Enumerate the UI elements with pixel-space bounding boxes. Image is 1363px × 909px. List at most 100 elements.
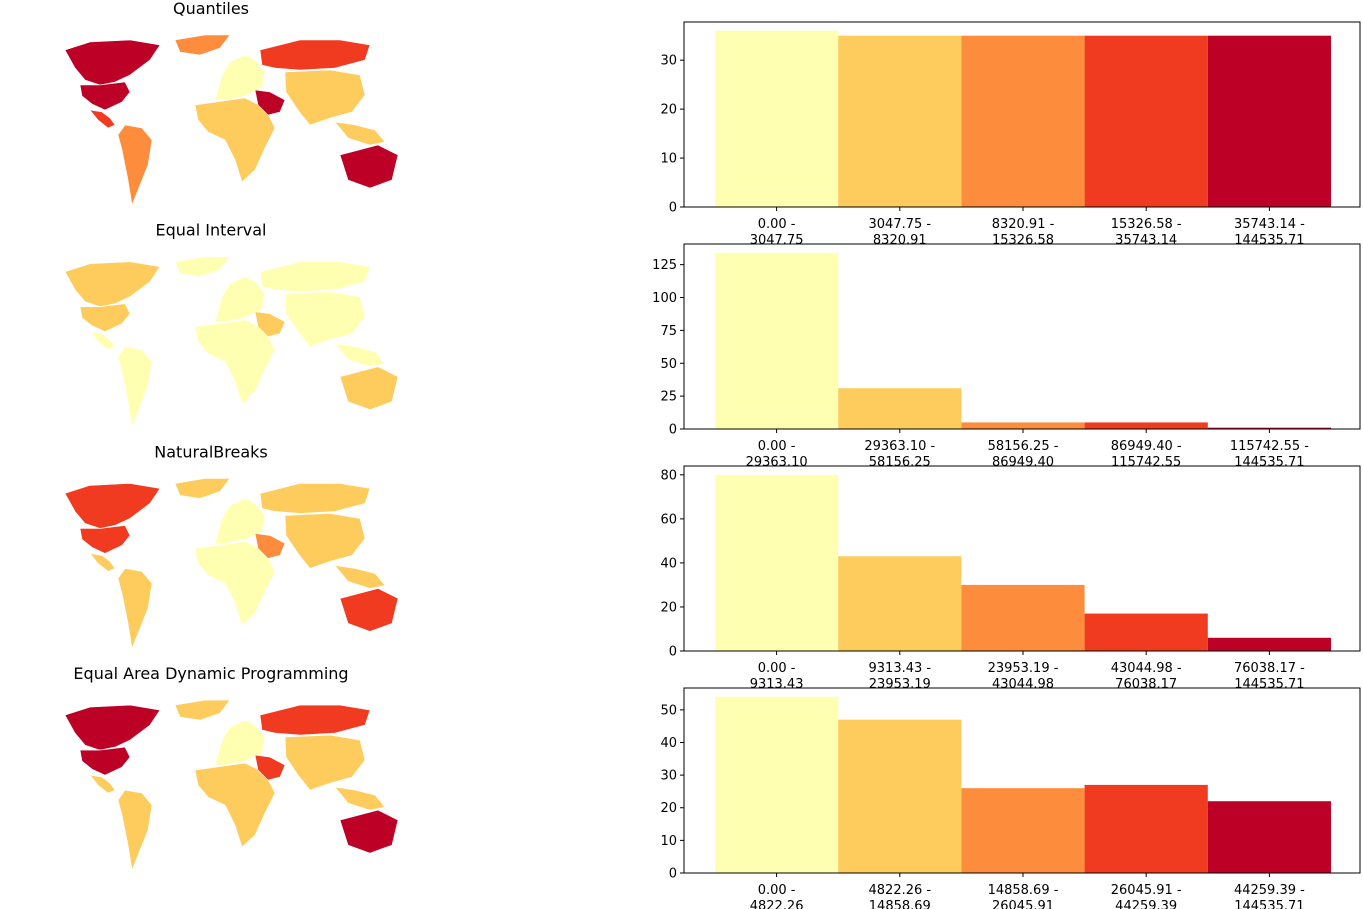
map-region xyxy=(194,541,276,626)
x-tick-label: 15326.58 -35743.14 xyxy=(1111,217,1182,248)
y-tick-label: 20 xyxy=(660,600,677,615)
bar xyxy=(838,719,962,873)
y-tick-label: 10 xyxy=(660,152,677,167)
x-tick-label: 58156.25 -86949.40 xyxy=(988,439,1059,470)
x-tick-label: 0.00 -3047.75 xyxy=(750,217,804,248)
bar xyxy=(961,35,1085,207)
x-tick-label: 9313.43 -23953.19 xyxy=(869,661,932,692)
panel-1: Quantiles 0 10 20 30 0.00 -3047.75 3047.75 -83… xyxy=(64,0,1361,248)
x-tick-label: 76038.17 -144535.71 xyxy=(1234,661,1305,692)
y-tick-label: 60 xyxy=(660,512,677,527)
map-region xyxy=(194,319,276,405)
x-tick-label: 44259.39 -144535.71 xyxy=(1234,883,1305,909)
map-title: Equal Interval xyxy=(155,221,266,240)
map-region xyxy=(64,39,161,86)
y-tick-label: 40 xyxy=(660,556,677,571)
axes-frame xyxy=(683,21,1361,208)
y-tick-label: 75 xyxy=(660,324,677,339)
choropleth-map xyxy=(64,34,399,207)
map-region xyxy=(214,498,266,544)
y-tick-label: 0 xyxy=(669,867,677,882)
map-region xyxy=(89,331,116,351)
y-tick-label: 0 xyxy=(669,645,677,660)
map-region xyxy=(334,121,386,146)
map-region xyxy=(339,809,399,854)
map-region xyxy=(64,704,161,751)
x-tick-label: 43044.98 -76038.17 xyxy=(1111,661,1182,692)
map-title: NaturalBreaks xyxy=(154,442,267,461)
map-region xyxy=(334,786,386,811)
x-tick-label: 4822.26 -14858.69 xyxy=(869,883,932,909)
map-region xyxy=(284,291,366,348)
x-tick-label: 115742.55 -144535.71 xyxy=(1230,439,1309,470)
bar xyxy=(1084,422,1208,429)
x-tick-label: 0.00 -29363.10 xyxy=(746,439,808,470)
bar xyxy=(715,252,839,429)
map-region xyxy=(194,762,276,848)
x-tick-label: 29363.10 -58156.25 xyxy=(864,439,935,470)
map-region xyxy=(89,774,116,794)
map-region xyxy=(79,303,131,333)
map-region xyxy=(214,54,266,101)
y-tick-label: 125 xyxy=(652,258,677,273)
axes-frame xyxy=(683,465,1361,652)
map-region xyxy=(89,552,116,572)
bar xyxy=(961,584,1085,651)
x-tick-label: 0.00 -4822.26 xyxy=(750,883,804,909)
map-region xyxy=(259,483,371,514)
map-region xyxy=(64,483,161,529)
map-region xyxy=(89,109,116,129)
y-tick-label: 40 xyxy=(660,736,677,751)
bar xyxy=(1084,613,1208,651)
map-title: Quantiles xyxy=(173,0,249,18)
map-region xyxy=(339,144,399,189)
x-tick-label: 0.00 -9313.43 xyxy=(750,661,804,692)
bar xyxy=(1207,35,1331,207)
map-region xyxy=(64,261,161,308)
map-region xyxy=(79,746,131,776)
map-region xyxy=(254,754,286,781)
map-region xyxy=(259,39,371,71)
bar xyxy=(838,556,962,651)
y-tick-label: 10 xyxy=(660,834,677,849)
map-region xyxy=(334,564,386,589)
map-region xyxy=(174,699,231,721)
x-tick-label: 23953.19 -43044.98 xyxy=(988,661,1059,692)
map-region xyxy=(79,525,131,554)
map-region xyxy=(117,124,153,207)
panel-4: Equal Area Dynamic Programming 0 10 20 30 40 5… xyxy=(64,664,1361,909)
map-region xyxy=(117,789,153,872)
bar xyxy=(1207,801,1331,873)
map-region xyxy=(117,568,153,650)
map-region xyxy=(334,343,386,368)
bar xyxy=(715,30,839,207)
y-tick-label: 100 xyxy=(652,291,677,306)
y-tick-label: 50 xyxy=(660,357,677,372)
bar xyxy=(715,696,839,873)
bar xyxy=(715,474,839,651)
y-tick-label: 0 xyxy=(669,201,677,216)
map-region xyxy=(174,256,231,278)
x-tick-label: 86949.40 -115742.55 xyxy=(1111,439,1182,470)
choropleth-map xyxy=(64,478,399,650)
x-tick-label: 26045.91 -44259.39 xyxy=(1111,883,1182,909)
map-region xyxy=(254,89,286,116)
y-tick-label: 30 xyxy=(660,54,677,69)
map-region xyxy=(79,81,131,111)
map-region xyxy=(174,34,231,56)
choropleth-map xyxy=(64,256,399,428)
map-region xyxy=(194,97,276,183)
map-region xyxy=(174,478,231,499)
bar xyxy=(961,788,1085,873)
map-region xyxy=(284,69,366,126)
y-tick-label: 30 xyxy=(660,769,677,784)
bar xyxy=(1207,427,1331,429)
x-tick-label: 8320.91 -15326.58 xyxy=(992,217,1055,248)
axes-frame xyxy=(683,687,1361,874)
map-region xyxy=(339,588,399,632)
choropleth-map xyxy=(64,699,399,872)
map-region xyxy=(117,346,153,428)
bar xyxy=(838,388,962,429)
y-tick-label: 80 xyxy=(660,468,677,483)
